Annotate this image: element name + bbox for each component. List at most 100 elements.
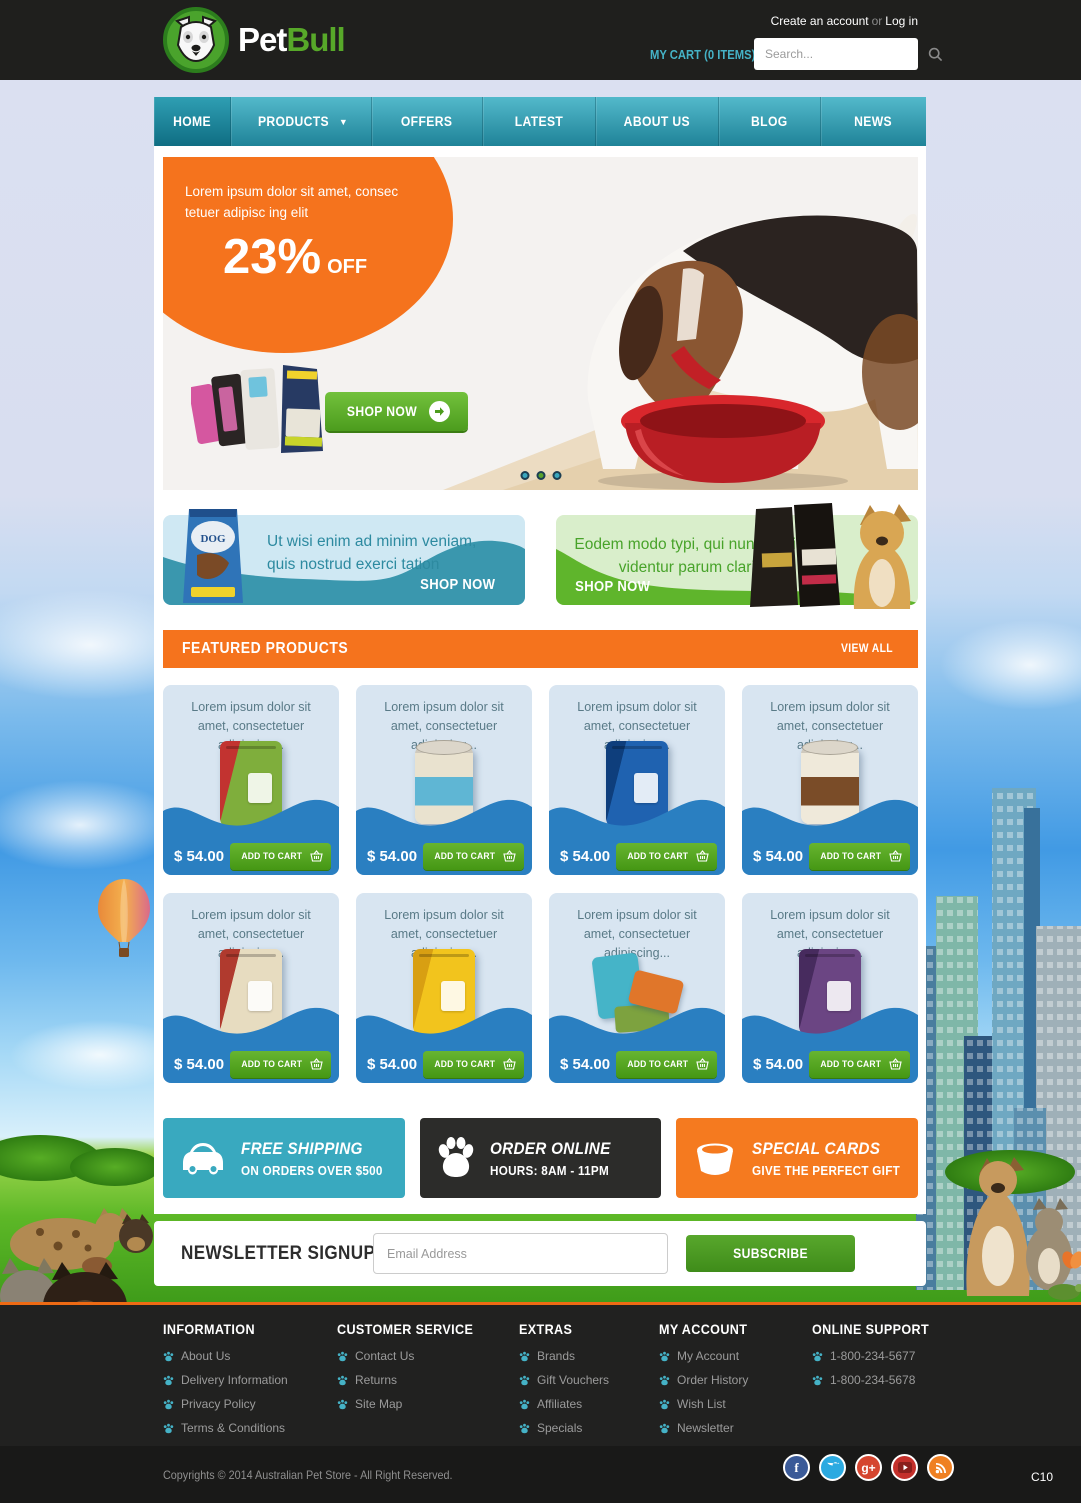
paw-icon [519,1351,530,1361]
product-image[interactable] [163,737,339,833]
promo-wave [556,549,918,605]
product-price: $ 54.00 [753,1055,804,1073]
my-cart-link[interactable]: MY CART (0 ITEMS) [650,48,756,62]
product-grid-row: Lorem ipsum dolor sit amet, consectetuer… [163,685,918,875]
product-image[interactable] [163,945,339,1041]
add-to-cart-button[interactable]: ADD TO CART [808,842,910,870]
hero-products-illustration [191,365,323,453]
promo-banner-left: Ut wisi enim ad minim veniam, quis nostr… [163,509,525,605]
footer-link-order-history[interactable]: Order History [659,1373,757,1387]
add-to-cart-button[interactable]: ADD TO CART [808,1050,910,1078]
hero-discount: 23% OFF [223,230,368,284]
add-to-cart-button[interactable]: ADD TO CART [422,842,524,870]
product-grid-row: Lorem ipsum dolor sit amet, consectetuer… [163,893,918,1083]
nav-item-blog[interactable]: BLOG [719,97,821,146]
footer-link-gift-vouchers[interactable]: Gift Vouchers [519,1373,609,1387]
facebook-icon[interactable]: f [783,1454,810,1481]
product-image[interactable] [356,737,532,833]
cloud-illustration [940,620,1081,710]
login-link[interactable]: Log in [885,14,918,28]
footer-link-returns[interactable]: Returns [337,1373,488,1387]
basket-icon [696,850,709,862]
add-to-cart-button[interactable]: ADD TO CART [229,1050,331,1078]
promo-text: Ut wisi enim ad minim veniam, quis nostr… [267,533,477,573]
footer-link-newsletter[interactable]: Newsletter [659,1421,757,1435]
footer-link-site-map[interactable]: Site Map [337,1397,488,1411]
social-icons: f g+ [783,1454,954,1481]
product-image[interactable] [549,737,725,833]
footer-link-about-us[interactable]: About Us [163,1349,288,1363]
paw-icon [659,1423,670,1433]
search-icon[interactable] [928,47,943,62]
product-footer: $ 54.00 ADD TO CART [356,1045,532,1083]
main-navigation: HOME PRODUCTS ▼ OFFERS LATEST ABOUT US BL… [154,97,926,146]
google-plus-icon[interactable]: g+ [855,1454,882,1481]
search-input[interactable] [754,47,928,61]
nav-item-latest[interactable]: LATEST [483,97,596,146]
promo-shop-now-button[interactable]: SHOP NOW [419,577,495,593]
nav-item-about-us[interactable]: ABOUT US [596,97,719,146]
product-card: Lorem ipsum dolor sit amet, consectetuer… [742,685,918,875]
chevron-down-icon: ▼ [338,116,349,127]
product-footer: $ 54.00 ADD TO CART [163,837,339,875]
nav-item-offers[interactable]: OFFERS [372,97,483,146]
product-price: $ 54.00 [367,1055,418,1073]
header: PetBull Create an account or Log in MY CAR… [0,0,1081,80]
footer-link-contact-us[interactable]: Contact Us [337,1349,488,1363]
add-to-cart-button[interactable]: ADD TO CART [229,842,331,870]
paw-icon [659,1375,670,1385]
nav-item-products[interactable]: PRODUCTS ▼ [231,97,372,146]
footer-link-terms-conditions[interactable]: Terms & Conditions [163,1421,288,1435]
nav-item-home[interactable]: HOME [154,97,231,146]
nav-item-news[interactable]: NEWS [821,97,926,146]
search-box [754,38,943,70]
carousel-dot-3[interactable] [552,471,561,480]
youtube-icon[interactable] [891,1454,918,1481]
info-subtitle: HOURS: 8AM - 11PM [489,1162,609,1178]
footer-link-my-account[interactable]: My Account [659,1349,757,1363]
footer-link-delivery-information[interactable]: Delivery Information [163,1373,288,1387]
product-price: $ 54.00 [174,1055,225,1073]
product-image[interactable] [742,737,918,833]
add-to-cart-button[interactable]: ADD TO CART [422,1050,524,1078]
basket-icon [889,1058,902,1070]
basket-icon [503,1058,516,1070]
product-footer: $ 54.00 ADD TO CART [549,1045,725,1083]
info-subtitle: GIVE THE PERFECT GIFT [752,1162,901,1178]
petbull-logo[interactable]: PetBull [163,7,346,73]
footer-link-privacy-policy[interactable]: Privacy Policy [163,1397,288,1411]
footer-link-affiliates[interactable]: Affiliates [519,1397,609,1411]
footer-link-brands[interactable]: Brands [519,1349,609,1363]
product-card: Lorem ipsum dolor sit amet, consectetuer… [163,685,339,875]
promo-shop-now-button[interactable]: SHOP NOW [575,579,651,595]
add-to-cart-button[interactable]: ADD TO CART [615,842,717,870]
footer-link-specials[interactable]: Specials [519,1421,609,1435]
footer-link-wish-list[interactable]: Wish List [659,1397,757,1411]
subscribe-button[interactable]: SUBSCRIBE [686,1235,855,1272]
promo-dogfood-bag-illustration: DOG [183,509,243,603]
view-all-link[interactable]: VIEW ALL [841,643,894,655]
cloud-illustration [0,780,180,870]
carousel-dot-2[interactable] [536,471,545,480]
paw-icon [812,1375,823,1385]
order-online-box: ORDER ONLINE HOURS: 8AM - 11PM [419,1118,662,1198]
add-to-cart-button[interactable]: ADD TO CART [615,1050,717,1078]
product-footer: $ 54.00 ADD TO CART [163,1045,339,1083]
promo-banner-right: Eodem modo typi, qui nunc nobis videntur… [556,503,918,609]
create-account-link[interactable]: Create an account [770,14,869,28]
product-image[interactable] [742,945,918,1041]
footer-col-customer-service: CUSTOMER SERVICE Contact Us Returns Site… [337,1321,488,1421]
carousel-dot-1[interactable] [520,471,529,480]
special-cards-box: SPECIAL CARDS GIVE THE PERFECT GIFT [676,1118,919,1198]
rss-icon[interactable] [927,1454,954,1481]
paw-icon [519,1423,530,1433]
email-field[interactable] [373,1233,668,1274]
section-title: FEATURED PRODUCTS [182,640,349,657]
product-card: Lorem ipsum dolor sit amet, consectetuer… [163,893,339,1083]
product-image[interactable] [356,945,532,1041]
hero-shop-now-button[interactable]: SHOP NOW [325,392,468,431]
product-card: Lorem ipsum dolor sit amet, consectetuer… [549,685,725,875]
twitter-icon[interactable] [819,1454,846,1481]
newsletter-signup: NEWSLETTER SIGNUP SUBSCRIBE [154,1221,926,1286]
svg-text:DOG: DOG [200,533,226,545]
